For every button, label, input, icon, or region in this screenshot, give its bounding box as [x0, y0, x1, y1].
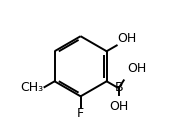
Text: OH: OH [117, 32, 137, 45]
Text: CH₃: CH₃ [21, 81, 44, 94]
Text: OH: OH [110, 100, 129, 113]
Text: OH: OH [127, 62, 147, 75]
Text: B: B [115, 81, 124, 94]
Text: F: F [77, 107, 84, 120]
